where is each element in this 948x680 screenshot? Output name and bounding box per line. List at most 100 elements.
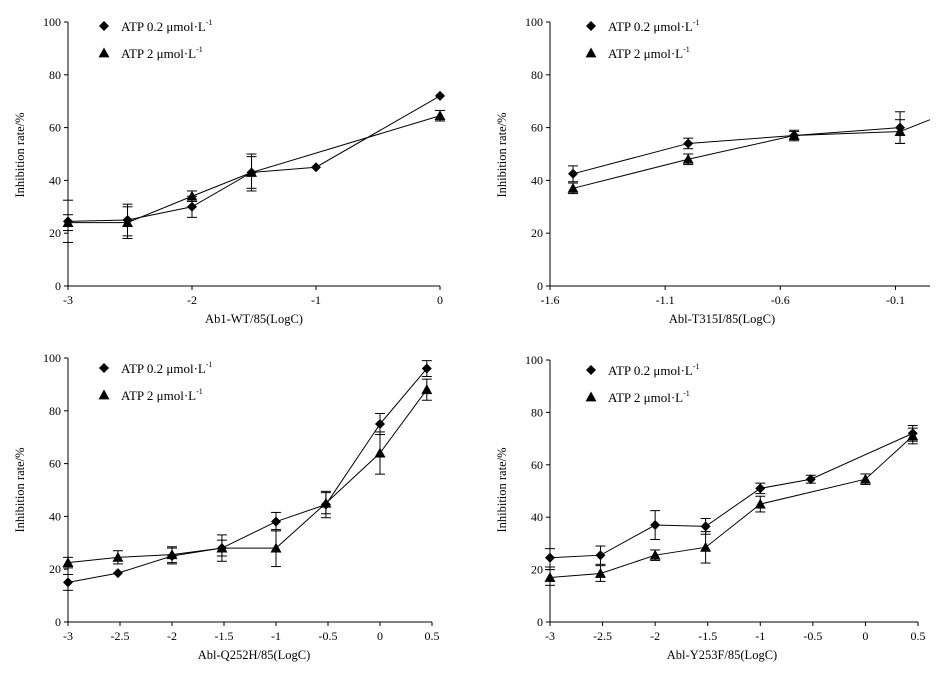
data-point-triangle — [682, 153, 694, 164]
data-point-diamond — [568, 168, 579, 179]
y-tick-label: 60 — [531, 121, 543, 135]
legend: ATP 0.2 μmol·L-1 ATP 2 μmol·L-1 — [98, 18, 213, 61]
data-point-diamond — [63, 577, 73, 588]
x-tick-label: -2.5 — [593, 629, 612, 643]
chart-panel-2: 0 20 40 60 80 100 -1.6 -1.1 -0.6 -0.1 Abl-T315I/85… — [495, 15, 931, 326]
y-tick-label: 40 — [531, 173, 543, 187]
x-tick-label: -0.1 — [886, 293, 905, 307]
legend-triangle-icon — [98, 389, 110, 400]
y-tick-label: 20 — [531, 563, 543, 577]
chart-panel-1: 0 20 40 60 80 100 -3 -2 -1 0 Ab1-WT/85(LogC) Inhibi… — [13, 15, 446, 326]
data-point-diamond — [545, 552, 555, 563]
series-triangle — [62, 109, 446, 239]
legend-entry: ATP 0.2 μmol·L-1 — [121, 18, 213, 34]
legend-diamond-icon — [99, 21, 109, 31]
legend-entry: ATP 0.2 μmol·L-1 — [121, 360, 213, 376]
x-tick-label: -1 — [311, 293, 321, 307]
y-tick-label: 40 — [49, 173, 61, 187]
data-point-triangle — [166, 549, 178, 560]
chart-panel-3: 0 20 40 60 80 100 -3 -2.5 -2 -1.5 -1 -0.5 0 0.5 Abl-Q2… — [13, 351, 440, 662]
series-line — [572, 127, 901, 175]
data-point-triangle — [788, 130, 800, 140]
y-tick-label: 80 — [531, 405, 543, 419]
legend-diamond-icon — [586, 365, 596, 375]
y-tick-label: 100 — [43, 15, 61, 29]
data-point-triangle — [374, 447, 386, 458]
data-point-triangle — [186, 190, 198, 201]
x-tick-label: -3 — [63, 293, 73, 307]
x-tick-label: 0 — [437, 293, 443, 307]
data-point-diamond — [112, 568, 123, 579]
x-axis-label: Ab1-WT/85(LogC) — [205, 312, 303, 326]
data-point-triangle — [894, 126, 906, 136]
x-axis-label: Abl-Y253F/85(LogC) — [667, 648, 777, 662]
x-tick-label: -3 — [545, 629, 555, 643]
legend-entry: ATP 0.2 μmol·L-1 — [608, 18, 700, 34]
series-triangle — [567, 119, 931, 195]
data-point-triangle — [246, 166, 258, 177]
data-point-triangle — [700, 541, 712, 552]
data-point-triangle — [421, 384, 433, 395]
y-tick-label: 40 — [49, 509, 61, 523]
x-tick-label: -2.5 — [111, 629, 130, 643]
series-triangle — [544, 427, 919, 586]
series-diamond — [545, 425, 918, 568]
data-point-diamond — [421, 363, 432, 374]
data-point-diamond — [435, 90, 445, 101]
data-point-triangle — [270, 542, 282, 553]
y-tick-label: 80 — [531, 68, 543, 82]
y-axis-label: Inhibition rate/% — [13, 112, 27, 197]
series-line — [67, 95, 441, 222]
x-tick-label: -2 — [187, 293, 197, 307]
y-tick-label: 40 — [531, 510, 543, 524]
y-tick-label: 0 — [55, 279, 61, 293]
data-point-triangle — [320, 497, 332, 508]
y-tick-label: 20 — [49, 562, 61, 576]
y-tick-label: 0 — [55, 615, 61, 629]
legend-diamond-icon — [586, 21, 596, 31]
x-tick-label: -1.1 — [656, 293, 675, 307]
data-point-triangle — [62, 557, 74, 567]
legend: ATP 0.2 μmol·L-1 ATP 2 μmol·L-1 — [98, 360, 213, 403]
legend-triangle-icon — [585, 391, 597, 402]
y-axis-label: Inhibition rate/% — [13, 447, 27, 532]
legend-entry: ATP 2 μmol·L-1 — [608, 45, 690, 61]
series-line — [67, 368, 428, 583]
x-tick-label: 0.5 — [425, 629, 440, 643]
data-point-triangle — [649, 549, 661, 560]
x-axis-label: Abl-Q252H/85(LogC) — [198, 648, 311, 662]
data-point-triangle — [216, 542, 228, 553]
y-axis-label: Inhibition rate/% — [495, 112, 509, 197]
x-tick-label: -1.6 — [541, 293, 560, 307]
chart-panel-4: 0 20 40 60 80 100 -3 -2.5 -2 -1.5 -1 -0.5 0 0.5 Abl-Y2… — [495, 353, 926, 662]
y-tick-label: 60 — [531, 458, 543, 472]
data-point-diamond — [805, 474, 816, 485]
x-tick-label: -1.5 — [698, 629, 717, 643]
data-point-triangle — [112, 551, 124, 562]
data-point-triangle — [62, 217, 74, 228]
data-point-triangle — [594, 568, 606, 578]
legend-entry: ATP 2 μmol·L-1 — [121, 45, 203, 61]
y-tick-label: 100 — [525, 15, 543, 29]
legend-triangle-icon — [585, 47, 597, 58]
data-point-triangle — [567, 182, 579, 193]
y-tick-label: 80 — [49, 68, 61, 82]
data-point-diamond — [375, 419, 385, 429]
legend: ATP 0.2 μmol·L-1 ATP 2 μmol·L-1 — [585, 18, 700, 61]
x-tick-label: 0 — [862, 629, 868, 643]
legend-triangle-icon — [98, 47, 110, 58]
legend: ATP 0.2 μmol·L-1 ATP 2 μmol·L-1 — [585, 362, 700, 405]
data-point-triangle — [122, 217, 134, 228]
legend-entry: ATP 0.2 μmol·L-1 — [608, 362, 700, 378]
data-point-diamond — [271, 516, 281, 527]
data-point-diamond — [650, 520, 661, 531]
series-diamond — [568, 111, 906, 183]
data-point-diamond — [683, 138, 694, 149]
x-tick-label: -3 — [63, 629, 73, 643]
y-tick-label: 60 — [49, 457, 61, 471]
series-triangle — [62, 378, 433, 569]
legend-diamond-icon — [99, 363, 109, 373]
data-point-diamond — [755, 483, 766, 494]
y-tick-label: 0 — [537, 279, 543, 293]
